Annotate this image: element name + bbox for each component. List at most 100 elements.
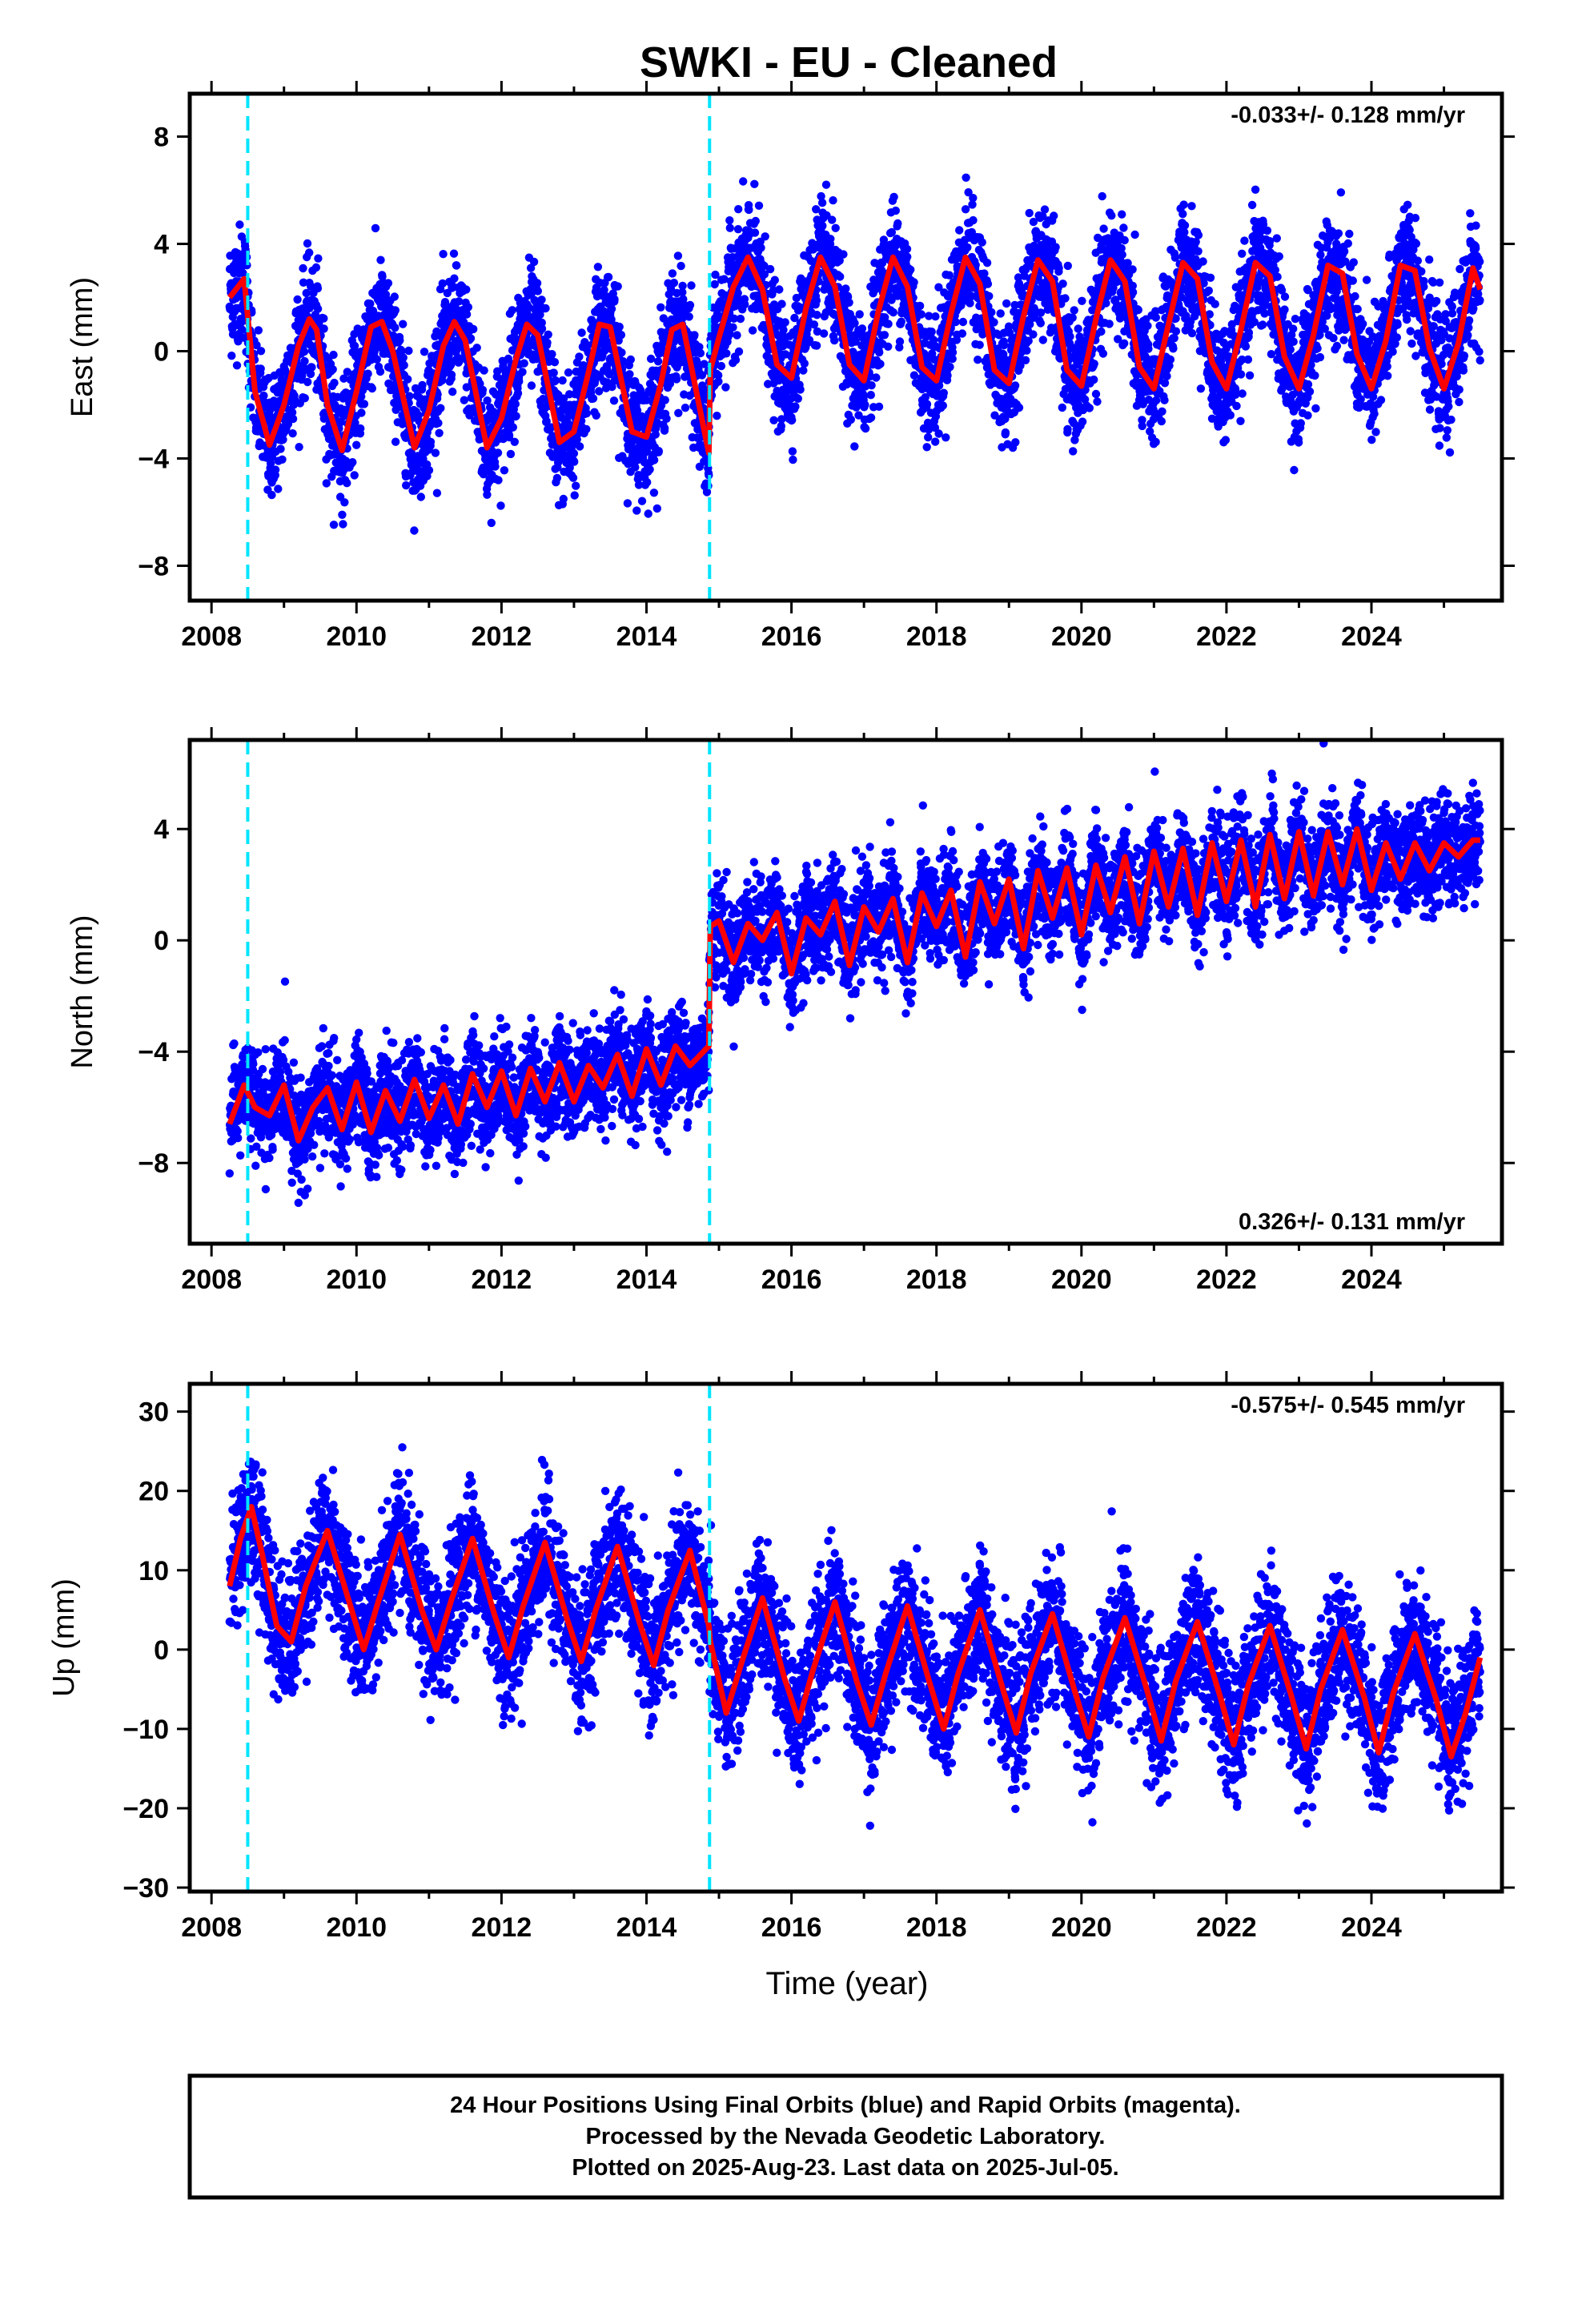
east-point-1572 [537, 296, 546, 304]
east-point-1797 [582, 424, 591, 434]
east-point-2043 [631, 463, 640, 472]
east-point-1063 [436, 404, 445, 412]
east-point-4549 [1128, 265, 1137, 274]
east-point-2259 [673, 251, 683, 260]
east-point-2667 [754, 201, 764, 210]
east-point-62 [238, 325, 247, 334]
east-point-4162 [1051, 243, 1060, 251]
east-point-1774 [577, 328, 586, 337]
east-point-2563 [734, 205, 743, 214]
east-point-2337 [689, 443, 698, 452]
east-point-1887 [600, 285, 608, 295]
east-point-475 [319, 324, 328, 333]
east-point-3838 [987, 308, 996, 317]
east-point-1013 [426, 437, 436, 446]
east-point-2595 [741, 300, 749, 309]
east-point-2890 [799, 366, 808, 375]
east-point-1856 [593, 263, 603, 271]
east-point-2650 [751, 216, 760, 226]
east-point-408 [306, 369, 315, 379]
east-point-3187 [857, 324, 867, 333]
east-point-1832 [588, 394, 598, 403]
east-point-3485 [917, 310, 926, 319]
figure-title: SWKI - EU - Cleaned [640, 38, 1058, 86]
east-point-4698 [1158, 407, 1166, 416]
east-point-1155 [455, 297, 464, 306]
east-point-1123 [448, 388, 457, 396]
east-point-2103 [643, 478, 652, 487]
east-point-2561 [733, 288, 742, 298]
east-point-3278 [876, 360, 885, 368]
east-point-632 [351, 418, 359, 428]
east-point-3335 [887, 296, 896, 304]
east-point-2477 [717, 361, 726, 371]
east-point-4048 [1029, 330, 1038, 339]
east-point-1683 [559, 394, 568, 403]
east-point-3791 [978, 238, 986, 247]
east-point-3006 [821, 180, 831, 189]
east-point-3691 [958, 329, 967, 338]
east-point-761 [376, 255, 385, 264]
east-point-1973 [616, 331, 626, 340]
east-point-2117 [645, 465, 654, 474]
east-point-2921 [805, 336, 814, 344]
east-point-3514 [922, 400, 932, 408]
east-point-2139 [649, 456, 659, 464]
east-point-2455 [713, 412, 721, 420]
east-point-1192 [462, 285, 471, 294]
east-point-1354 [494, 476, 503, 485]
east-point-1424 [508, 306, 516, 315]
east-point-1484 [520, 359, 528, 368]
east-point-342 [293, 295, 302, 304]
east-point-1143 [452, 261, 461, 270]
east-point-3978 [1014, 403, 1024, 412]
east-point-1925 [607, 304, 616, 313]
east-point-4432 [1105, 320, 1114, 328]
east-point-2994 [819, 329, 829, 338]
east-point-1202 [464, 303, 472, 312]
east-point-3629 [946, 363, 954, 372]
east-point-2062 [634, 480, 644, 489]
east-point-445 [313, 304, 323, 313]
east-point-436 [311, 263, 321, 272]
east-point-2296 [681, 404, 690, 412]
east-point-265 [278, 455, 287, 464]
east-point-4666 [1151, 437, 1160, 447]
east-point-4391 [1097, 327, 1106, 336]
east-point-3296 [879, 235, 889, 244]
east-point-4893 [1196, 384, 1206, 393]
east-point-2078 [637, 497, 647, 505]
east-point-2896 [800, 359, 809, 368]
east-point-318 [288, 429, 297, 438]
east-point-4710 [1160, 396, 1169, 404]
east-point-3608 [942, 433, 950, 442]
east-point-3344 [889, 308, 898, 317]
east-point-4247 [1068, 313, 1077, 322]
east-point-1275 [478, 385, 488, 395]
east-point-4598 [1138, 421, 1146, 431]
east-point-3658 [951, 317, 960, 327]
east-point-4029 [1025, 208, 1034, 218]
east-point-370 [299, 263, 307, 273]
east-point-4396 [1098, 191, 1106, 201]
east-point-3676 [955, 226, 964, 235]
east-point-4234 [1066, 332, 1074, 341]
east-point-2693 [760, 261, 769, 271]
east-point-619 [348, 458, 357, 467]
east-point-316 [287, 408, 297, 417]
east-point-579 [340, 498, 349, 507]
east-point-378 [300, 356, 309, 366]
east-point-2021 [626, 355, 635, 364]
east-point-4965 [1211, 300, 1219, 308]
east-point-2342 [690, 331, 699, 340]
east-point-3130 [846, 415, 856, 424]
east-point-414 [307, 363, 316, 372]
east-point-3027 [826, 235, 835, 243]
east-point-3851 [990, 318, 998, 327]
east-point-2282 [678, 281, 687, 291]
east-point-4098 [1038, 336, 1048, 344]
east-point-2444 [710, 279, 719, 289]
east-point-4933 [1204, 286, 1214, 296]
east-point-244 [274, 485, 283, 493]
east-point-2911 [803, 324, 812, 334]
